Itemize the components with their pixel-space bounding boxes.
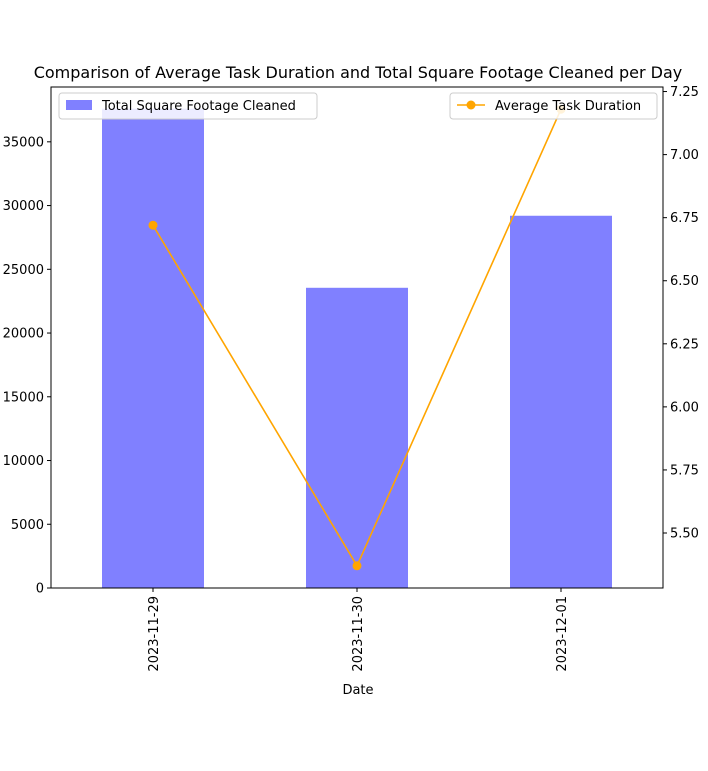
x-tick-label: 2023-11-30: [351, 596, 366, 672]
x-axis-label: Date: [342, 683, 373, 698]
legend-left-box: [58, 92, 318, 120]
legend-line-marker: [466, 100, 476, 110]
y-tick-label: 5000: [11, 518, 44, 533]
x-tick-label: 2023-11-29: [147, 596, 162, 672]
y-tick-label: 30000: [3, 199, 44, 214]
y-tick-label: 35000: [3, 135, 44, 150]
legend-bar-label: Total Square Footage Cleaned: [101, 99, 296, 114]
y2-tick-label: 5.50: [670, 527, 699, 542]
bars-layer: [102, 108, 612, 588]
x-tick-label: 2023-12-01: [555, 596, 570, 672]
y-tick-label: 20000: [3, 327, 44, 342]
y-tick-label: 0: [36, 582, 44, 597]
y2-tick-label: 7.25: [670, 85, 699, 100]
legend-right: Average Task Duration: [449, 92, 658, 120]
y2-tick-label: 6.75: [670, 211, 699, 226]
legend-line-label: Average Task Duration: [495, 99, 641, 114]
y2-tick-label: 6.00: [670, 400, 699, 415]
y-tick-label: 25000: [3, 263, 44, 278]
point-2023-11-30: [352, 561, 362, 571]
chart-title: Comparison of Average Task Duration and …: [34, 63, 683, 82]
y-tick-label: 10000: [3, 454, 44, 469]
legend-right-box: [449, 92, 658, 120]
legend-bar-swatch: [66, 100, 92, 110]
y2-tick-label: 6.50: [670, 274, 699, 289]
y2-tick-label: 7.00: [670, 148, 699, 163]
bar-2023-12-01: [510, 215, 612, 588]
y2-tick-label: 5.75: [670, 463, 699, 478]
bar-2023-11-30: [306, 287, 408, 588]
y2-tick-label: 6.25: [670, 337, 699, 352]
legend-left: Total Square Footage Cleaned: [58, 92, 318, 120]
axes-layer: 0 5000 10000 15000 20000 25000 30000 35000 5.50 5…: [3, 85, 699, 672]
bar-2023-11-29: [102, 108, 204, 588]
point-2023-11-29: [148, 220, 158, 230]
y-tick-label: 15000: [3, 390, 44, 405]
